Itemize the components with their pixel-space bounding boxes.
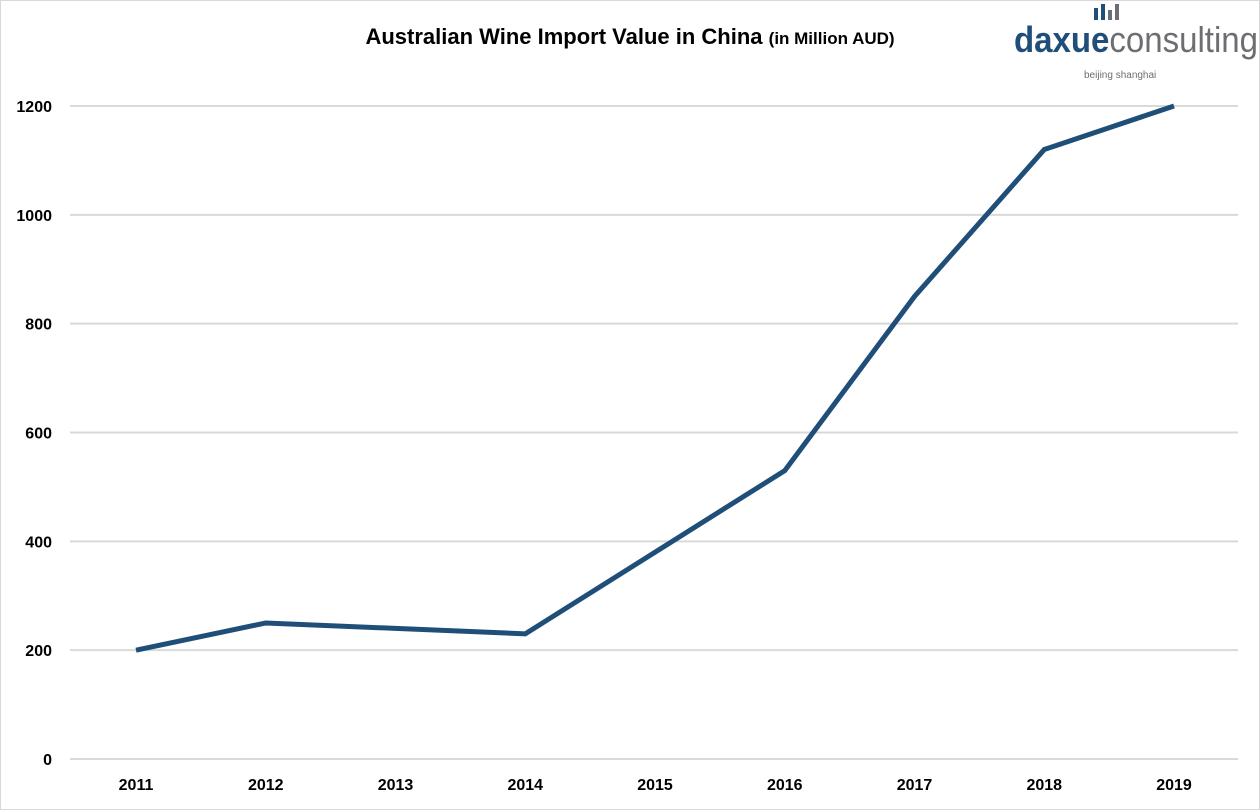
y-tick-label: 200 bbox=[25, 643, 52, 660]
x-tick-label: 2014 bbox=[507, 777, 543, 794]
x-tick-label: 2018 bbox=[1026, 777, 1062, 794]
x-tick-label: 2015 bbox=[637, 777, 673, 794]
y-tick-label: 800 bbox=[25, 317, 52, 334]
series-line bbox=[135, 103, 1175, 653]
daxue-consulting-logo: daxueconsulting beijing shanghai bbox=[1014, 4, 1258, 81]
logo-wordmark: daxueconsulting bbox=[1014, 19, 1258, 60]
x-tick-label: 2013 bbox=[378, 777, 414, 794]
y-tick-label: 1000 bbox=[16, 208, 52, 225]
x-tick-label: 2012 bbox=[248, 777, 284, 794]
y-tick-label: 0 bbox=[43, 752, 52, 769]
title-unit: (in Million AUD) bbox=[768, 29, 895, 48]
logo-brand-left: daxue bbox=[1014, 19, 1109, 60]
x-tick-label: 2017 bbox=[897, 777, 933, 794]
logo-brand-right: consulting bbox=[1109, 19, 1258, 60]
title-main: Australian Wine Import Value in China bbox=[365, 24, 763, 49]
x-tick-label: 2019 bbox=[1156, 777, 1192, 794]
y-tick-label: 600 bbox=[25, 426, 52, 443]
x-tick-label: 2011 bbox=[119, 777, 154, 794]
y-tick-label: 1200 bbox=[16, 99, 52, 116]
chart-title: Australian Wine Import Value in China (i… bbox=[0, 24, 1260, 50]
logo-tagline: beijing shanghai bbox=[1084, 70, 1156, 81]
x-tick-label: 2016 bbox=[767, 777, 803, 794]
y-tick-label: 400 bbox=[25, 534, 52, 551]
